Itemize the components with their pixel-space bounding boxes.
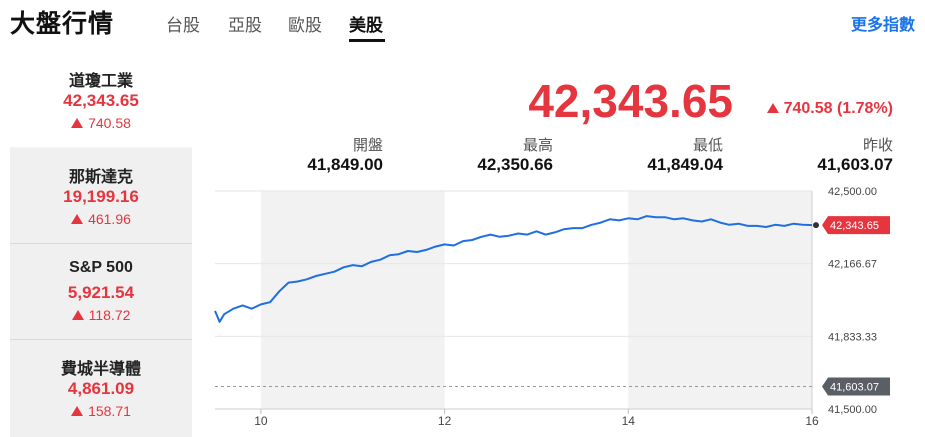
x-tick-label: 14 <box>622 414 636 428</box>
index-price: 4,861.09 <box>67 379 135 398</box>
chart-bands <box>215 191 812 409</box>
index-change-value: 740.58 <box>88 115 131 131</box>
last-price-dot <box>813 222 819 229</box>
price-line <box>214 215 813 323</box>
y-tick-label: 41,500.00 <box>828 404 877 416</box>
sidebar-item-sp500[interactable]: S&P 500 5,921.54 118.72 <box>10 244 192 340</box>
active-tab-indicator <box>349 39 385 42</box>
header: 大盤行情 台股 亞股 歐股 美股 更多指數 <box>0 0 925 48</box>
last-price-tag-shape <box>822 216 890 235</box>
sidebar-item-sox[interactable]: 費城半導體 4,861.09 158.71 <box>10 340 192 437</box>
last-price-tag-text: 42,343.65 <box>830 220 879 232</box>
open-label: 開盤 <box>352 137 383 154</box>
chart-grid <box>215 190 813 410</box>
index-sidebar: 道瓊工業 42,343.65 740.58 那斯達克 19,199.16 461… <box>10 52 192 437</box>
last-price-tag: 42,343.65 <box>822 216 890 235</box>
index-change: 118.72 <box>10 307 192 323</box>
chart-band <box>628 191 812 409</box>
sidebar-item-nasdaq[interactable]: 那斯達克 19,199.16 461.96 <box>10 148 192 244</box>
more-indices-link[interactable]: 更多指數 <box>850 17 915 34</box>
index-name: S&P 500 <box>69 259 133 276</box>
y-tick-label: 41,833.33 <box>828 331 877 343</box>
index-change: 461.96 <box>10 211 192 227</box>
price-change: 740.58 (1.78%) <box>766 100 893 118</box>
prev-close-tag-text: 41,603.07 <box>830 382 879 394</box>
up-arrow-icon <box>71 406 84 416</box>
tab-europe[interactable]: 歐股 <box>288 16 322 35</box>
index-price: 19,199.16 <box>63 187 139 206</box>
prev-close-tag: 41,603.07 <box>822 377 890 396</box>
tab-us[interactable]: 美股 <box>349 16 383 35</box>
x-tick-label: 10 <box>254 414 268 428</box>
open-value: 41,849.00 <box>307 155 383 174</box>
prev-close-label: 昨收 <box>862 137 893 154</box>
prev-close-value: 41,603.07 <box>817 155 893 174</box>
high-value: 42,350.66 <box>477 155 553 174</box>
up-arrow-icon <box>71 214 84 224</box>
up-arrow-icon <box>71 310 84 320</box>
x-tick-label: 12 <box>438 414 452 428</box>
y-axis: 42,500.00 42,166.67 41,833.33 41,500.00 <box>828 186 877 416</box>
price-change-value: 740.58 (1.78%) <box>783 100 893 117</box>
index-change-value: 461.96 <box>88 211 131 227</box>
prev-close-tag-shape <box>822 377 890 396</box>
sidebar-item-dow[interactable]: 道瓊工業 42,343.65 740.58 <box>10 52 192 147</box>
y-tick-label: 42,500.00 <box>828 186 877 198</box>
index-change: 740.58 <box>10 115 192 131</box>
index-change-value: 158.71 <box>88 403 131 419</box>
x-tick-label: 16 <box>805 414 819 428</box>
x-axis: 10 12 14 16 <box>254 409 819 428</box>
page-title: 大盤行情 <box>10 10 115 38</box>
up-arrow-icon <box>71 118 84 128</box>
y-tick-label: 42,166.67 <box>828 259 877 271</box>
index-name: 道瓊工業 <box>68 73 133 90</box>
high-label: 最高 <box>522 137 553 154</box>
index-price: 5,921.54 <box>67 283 135 302</box>
index-change: 158.71 <box>10 403 192 419</box>
low-label: 最低 <box>692 137 723 154</box>
index-name: 那斯達克 <box>68 169 133 186</box>
tab-tw[interactable]: 台股 <box>166 16 200 35</box>
tab-asia[interactable]: 亞股 <box>228 16 262 35</box>
index-name: 費城半導體 <box>60 361 141 378</box>
chart-band <box>260 191 445 409</box>
current-price: 42,343.65 <box>528 75 733 127</box>
low-value: 41,849.04 <box>647 155 723 174</box>
index-price: 42,343.65 <box>63 91 139 110</box>
up-arrow-icon <box>766 103 779 113</box>
index-change-value: 118.72 <box>88 307 131 323</box>
